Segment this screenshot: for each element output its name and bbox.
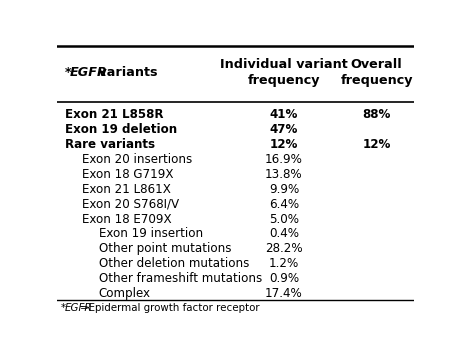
Text: 16.9%: 16.9%	[264, 153, 302, 166]
Text: 5.0%: 5.0%	[269, 213, 298, 226]
Text: Individual variant
frequency: Individual variant frequency	[219, 58, 347, 86]
Text: Exon 18 G719X: Exon 18 G719X	[82, 168, 173, 181]
Text: Exon 20 insertions: Exon 20 insertions	[82, 153, 191, 166]
Text: Rare variants: Rare variants	[64, 138, 154, 151]
Text: 1.2%: 1.2%	[268, 257, 298, 270]
Text: Exon 19 insertion: Exon 19 insertion	[99, 227, 202, 240]
Text: Other deletion mutations: Other deletion mutations	[99, 257, 249, 270]
Text: =Epidermal growth factor receptor: =Epidermal growth factor receptor	[80, 303, 259, 313]
Text: Complex: Complex	[99, 287, 151, 300]
Text: Overall
frequency: Overall frequency	[340, 58, 412, 86]
Text: Exon 18 E709X: Exon 18 E709X	[82, 213, 171, 226]
Text: 47%: 47%	[269, 123, 297, 136]
Text: 9.9%: 9.9%	[268, 183, 298, 196]
Text: Other point mutations: Other point mutations	[99, 243, 231, 256]
Text: Exon 20 S768I/V: Exon 20 S768I/V	[82, 198, 179, 211]
Text: 41%: 41%	[269, 108, 297, 121]
Text: EGFR: EGFR	[69, 66, 107, 79]
Text: 0.9%: 0.9%	[268, 272, 298, 285]
Text: 17.4%: 17.4%	[264, 287, 302, 300]
Text: 6.4%: 6.4%	[268, 198, 298, 211]
Text: Exon 21 L861X: Exon 21 L861X	[82, 183, 170, 196]
Text: Exon 19 deletion: Exon 19 deletion	[64, 123, 176, 136]
Text: 88%: 88%	[362, 108, 390, 121]
Text: *: *	[64, 66, 71, 79]
Text: *: *	[61, 303, 66, 313]
Text: Exon 21 L858R: Exon 21 L858R	[64, 108, 163, 121]
Text: 12%: 12%	[362, 138, 390, 151]
Text: 12%: 12%	[269, 138, 297, 151]
Text: 28.2%: 28.2%	[264, 243, 302, 256]
Text: 13.8%: 13.8%	[264, 168, 302, 181]
Text: variants: variants	[94, 66, 157, 79]
Text: EGFR: EGFR	[64, 303, 92, 313]
Text: 0.4%: 0.4%	[269, 227, 298, 240]
Text: Other frameshift mutations: Other frameshift mutations	[99, 272, 262, 285]
